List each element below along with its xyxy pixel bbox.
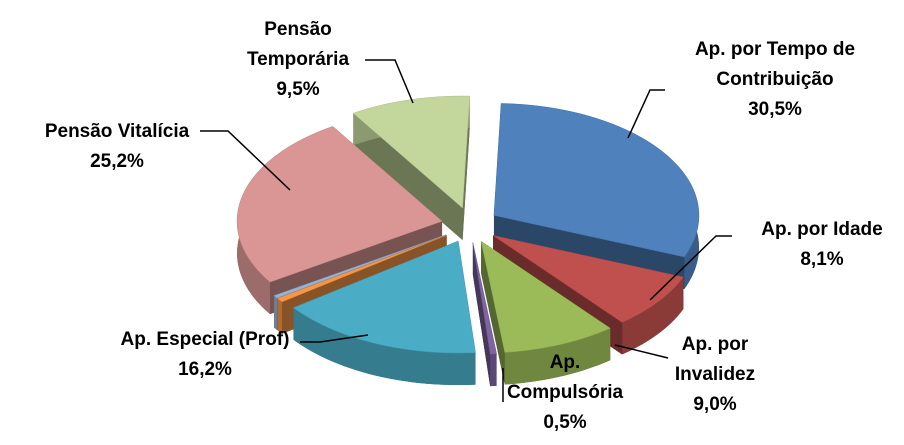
slice-label: Ap. por Tempo de Contribuição 30,5% [670, 35, 880, 125]
category-label: Ap. Especial (Prof) [120, 329, 290, 350]
percent-label: 9,5% [276, 79, 320, 100]
category-label: Ap. por Tempo de Contribuição [694, 39, 856, 90]
leader-line [614, 344, 669, 359]
percent-label: 30,5% [748, 99, 802, 120]
category-label: Pensão Vitalícia [44, 121, 190, 142]
leader-line [649, 235, 732, 301]
slice [292, 240, 476, 354]
category-label: Ap. por Invalidez [674, 334, 756, 385]
slice [352, 95, 470, 209]
percent-label: 16,2% [178, 359, 232, 380]
label-box: Ap. por Tempo de Contribuição 30,5% [670, 35, 880, 125]
leader-line [200, 130, 291, 191]
slice-wall [293, 307, 476, 386]
slice [480, 240, 611, 353]
slice-side [353, 113, 463, 241]
label-box: Ap. Compulsória 0,5% [500, 348, 630, 438]
leader-line [627, 89, 665, 139]
category-label: Ap. por Idade [761, 219, 883, 240]
slice [472, 242, 497, 355]
label-box: Ap. por Invalidez 9,0% [660, 330, 770, 420]
label-box: Ap. Especial (Prof) 16,2% [110, 325, 300, 385]
slice [276, 234, 447, 303]
slice [493, 103, 700, 258]
slice-side [472, 242, 491, 387]
leader-line [365, 59, 414, 104]
label-box: Pensão Temporária 9,5% [213, 15, 383, 105]
slice-wall [504, 328, 611, 385]
slice [273, 234, 447, 299]
slice-wall [622, 277, 684, 355]
leader-line [300, 334, 369, 343]
slice-label: Pensão Temporária 9,5% [213, 15, 383, 105]
slice-label: Ap. Compulsória 0,5% [500, 348, 630, 438]
percent-label: 8,1% [800, 249, 844, 270]
slice-label: Pensão Vitalícia 25,2% [0, 117, 237, 177]
slice-wall [277, 298, 282, 334]
slice-label: Ap. Especial (Prof) 16,2% [110, 325, 300, 385]
slice-label: Ap. por Invalidez 9,0% [660, 330, 770, 420]
slice-label: Ap. por Idade 8,1% [732, 215, 904, 275]
slice [492, 235, 684, 323]
slice-side [481, 241, 505, 385]
label-box: Ap. por Idade 8,1% [732, 215, 904, 275]
slice-wall [274, 295, 277, 330]
percent-label: 9,0% [693, 394, 737, 415]
slice-wall [490, 353, 497, 387]
category-label: Pensão Temporária [246, 19, 350, 70]
slice [236, 126, 443, 283]
category-label: Ap. Compulsória [506, 352, 624, 403]
percent-label: 0,5% [543, 412, 587, 433]
percent-label: 25,2% [90, 151, 144, 172]
label-box: Pensão Vitalícia 25,2% [0, 117, 237, 177]
slice-side [462, 96, 470, 241]
